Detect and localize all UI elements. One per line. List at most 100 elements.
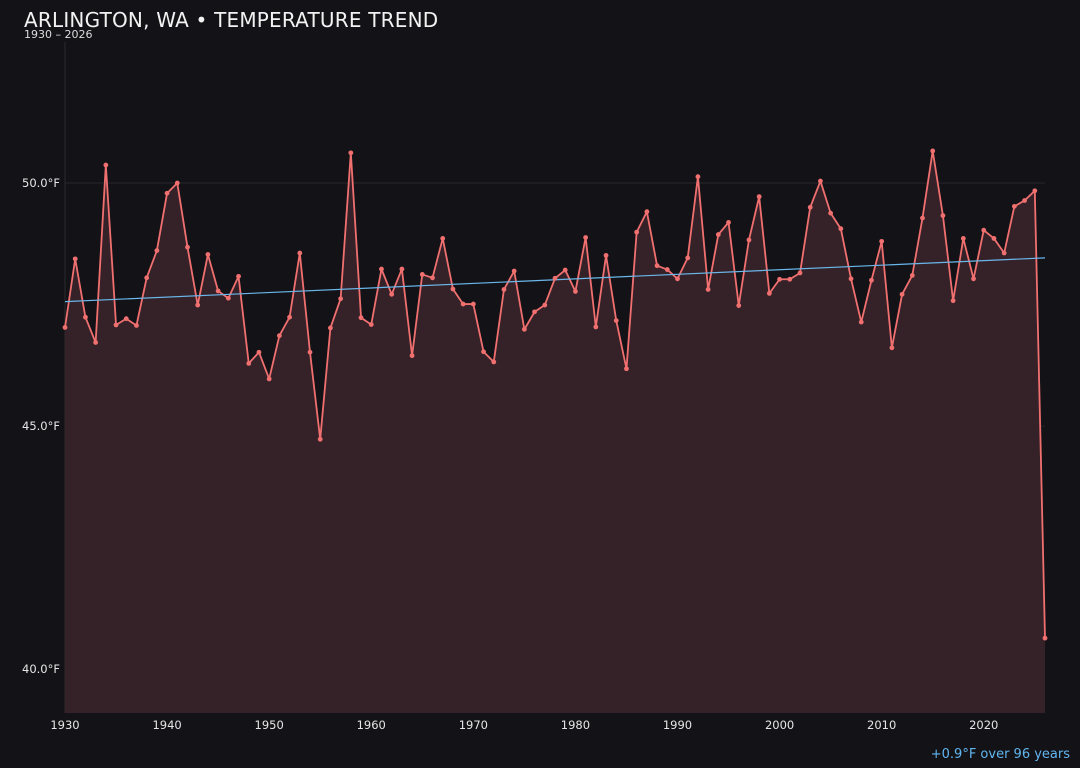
data-point bbox=[246, 361, 252, 366]
data-point bbox=[613, 318, 619, 324]
y-tick-label: 40.0°F bbox=[22, 662, 60, 676]
data-point bbox=[103, 162, 109, 168]
chart-title: ARLINGTON, WA • TEMPERATURE TREND bbox=[24, 8, 439, 32]
data-point bbox=[634, 229, 640, 235]
data-point bbox=[164, 190, 170, 196]
data-point bbox=[930, 148, 936, 154]
x-tick-label: 2010 bbox=[867, 718, 896, 732]
data-point bbox=[389, 291, 395, 297]
x-tick-label: 1950 bbox=[255, 718, 284, 732]
data-point bbox=[521, 326, 527, 332]
data-point bbox=[1011, 203, 1017, 209]
data-point bbox=[358, 315, 364, 321]
data-point bbox=[899, 291, 905, 297]
data-point bbox=[807, 204, 813, 210]
data-point bbox=[460, 301, 466, 307]
x-tick-label: 2000 bbox=[765, 718, 794, 732]
data-point bbox=[215, 288, 221, 294]
data-point bbox=[450, 286, 456, 292]
data-point bbox=[746, 237, 752, 243]
x-tick-label: 1940 bbox=[152, 718, 181, 732]
data-point bbox=[154, 248, 160, 253]
x-tick-label: 1930 bbox=[50, 718, 79, 732]
data-point bbox=[940, 213, 946, 218]
data-point bbox=[879, 238, 885, 244]
data-point bbox=[664, 267, 670, 272]
data-point bbox=[174, 180, 180, 186]
data-point bbox=[368, 322, 374, 327]
data-point bbox=[287, 314, 292, 320]
data-point bbox=[766, 290, 772, 296]
data-point bbox=[532, 309, 537, 315]
data-point bbox=[593, 324, 599, 330]
x-tick-label: 1990 bbox=[663, 718, 692, 732]
data-point bbox=[409, 353, 415, 359]
data-point bbox=[440, 236, 446, 241]
data-point bbox=[756, 194, 762, 200]
x-tick-label: 1960 bbox=[357, 718, 386, 732]
data-point bbox=[818, 178, 823, 184]
data-point bbox=[185, 244, 190, 250]
data-point bbox=[542, 302, 548, 308]
y-tick-label: 50.0°F bbox=[22, 176, 60, 190]
data-point bbox=[787, 276, 793, 282]
data-point bbox=[695, 174, 701, 180]
plot-marks bbox=[62, 148, 1048, 714]
data-point bbox=[971, 276, 976, 282]
data-point bbox=[419, 272, 425, 277]
data-point bbox=[72, 256, 78, 262]
data-point bbox=[654, 263, 660, 269]
data-point bbox=[705, 287, 711, 292]
data-point bbox=[726, 219, 731, 225]
data-point bbox=[675, 276, 680, 282]
data-point bbox=[1022, 198, 1027, 203]
data-point bbox=[1032, 188, 1038, 194]
data-point bbox=[838, 226, 844, 232]
data-point bbox=[573, 289, 578, 294]
trend-summary: +0.9°F over 96 years bbox=[930, 747, 1070, 762]
data-point bbox=[399, 266, 405, 272]
data-point bbox=[266, 376, 272, 382]
data-point bbox=[123, 316, 129, 322]
data-point bbox=[225, 295, 231, 301]
data-point bbox=[317, 436, 323, 442]
data-point bbox=[685, 255, 691, 261]
data-point bbox=[828, 210, 834, 216]
data-point bbox=[481, 349, 486, 355]
data-point bbox=[430, 275, 435, 281]
data-point bbox=[1001, 250, 1007, 256]
data-point bbox=[869, 277, 874, 283]
data-point bbox=[736, 303, 742, 308]
data-point bbox=[715, 232, 721, 237]
data-point bbox=[603, 253, 609, 258]
data-point bbox=[307, 349, 313, 355]
data-point bbox=[920, 215, 925, 221]
data-point bbox=[624, 366, 629, 372]
data-point bbox=[644, 209, 650, 215]
series-area bbox=[65, 150, 1045, 714]
data-point bbox=[256, 349, 262, 355]
x-tick-label: 1970 bbox=[459, 718, 488, 732]
data-point bbox=[562, 267, 568, 273]
data-point bbox=[113, 322, 119, 328]
data-point bbox=[93, 340, 99, 345]
y-tick-label: 45.0°F bbox=[22, 419, 60, 433]
chart-subtitle: 1930 – 2026 bbox=[24, 28, 93, 41]
data-point bbox=[848, 276, 854, 282]
data-point bbox=[379, 266, 384, 272]
data-point bbox=[62, 325, 68, 330]
data-point bbox=[470, 301, 476, 307]
data-point bbox=[348, 150, 354, 156]
data-point bbox=[205, 252, 211, 257]
data-point bbox=[797, 270, 803, 276]
data-point bbox=[981, 227, 987, 233]
data-point bbox=[501, 287, 507, 292]
data-point bbox=[511, 268, 517, 274]
x-tick-label: 2020 bbox=[969, 718, 998, 732]
data-point bbox=[991, 236, 997, 241]
data-point bbox=[144, 275, 150, 281]
data-point bbox=[889, 345, 895, 351]
data-point bbox=[195, 302, 201, 308]
data-point bbox=[858, 319, 864, 325]
data-point bbox=[552, 275, 558, 281]
